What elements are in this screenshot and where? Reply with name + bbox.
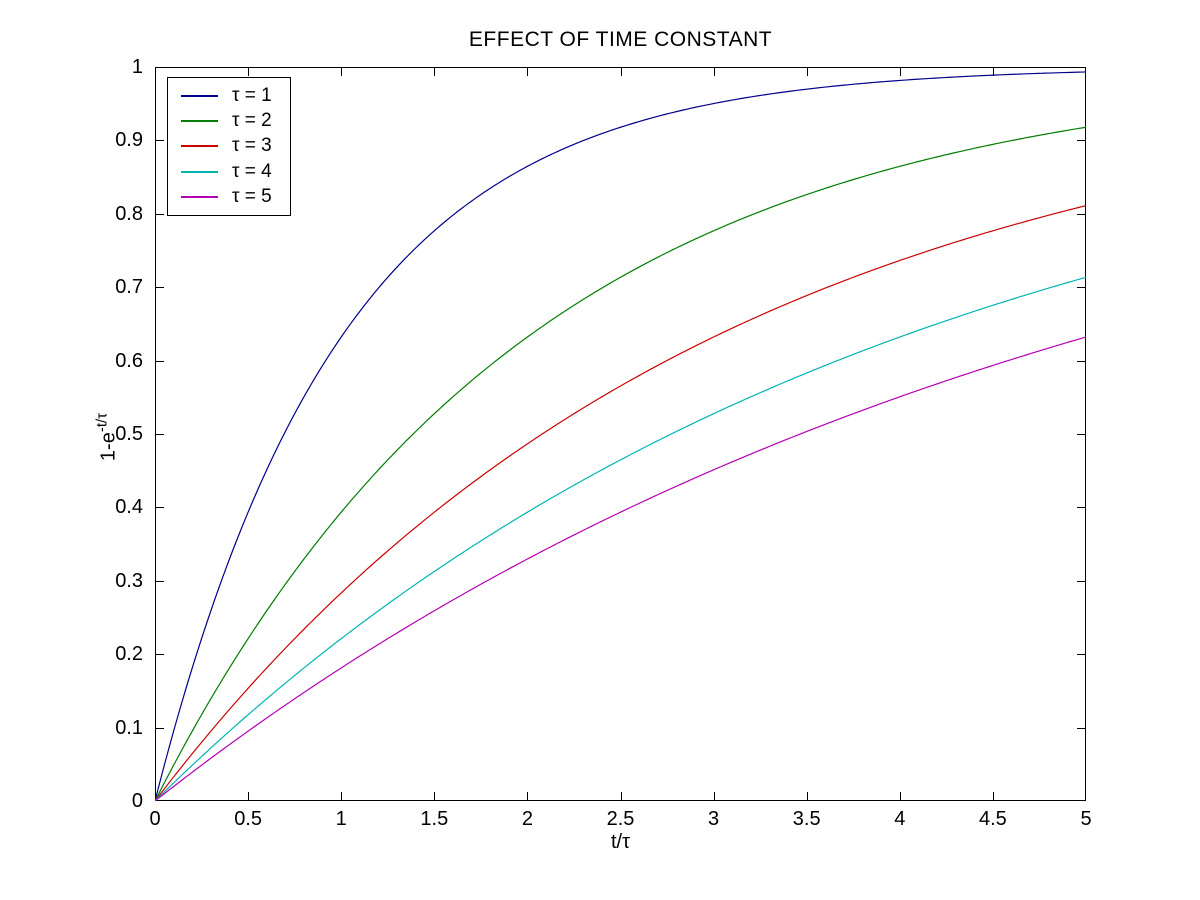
legend-line-sample — [181, 170, 218, 173]
legend-entry: τ = 1 — [168, 84, 290, 108]
curve-tau-2 — [155, 126, 1086, 801]
x-tick-label: 5 — [1080, 808, 1092, 830]
y-tick-label: 0.1 — [115, 716, 143, 739]
legend-entry-label: τ = 3 — [232, 135, 272, 157]
y-tick-label: 0.5 — [115, 423, 143, 445]
x-tick-label: 2 — [521, 808, 533, 830]
curve-tau-3 — [155, 205, 1086, 801]
x-tick-label: 4.5 — [978, 808, 1007, 830]
legend-entry-label: τ = 5 — [232, 186, 272, 208]
curve-tau-1 — [155, 71, 1086, 801]
x-tick-label: 1.5 — [420, 808, 449, 830]
y-axis-label-superscript: -t/τ — [93, 412, 111, 433]
legend-entry: τ = 2 — [168, 109, 290, 133]
y-tick-label: 0.2 — [115, 643, 143, 666]
legend-line-sample — [181, 120, 218, 123]
y-axis-label-base: 1-e — [97, 432, 120, 462]
plot-area — [155, 67, 1086, 801]
y-tick-label: 1 — [131, 56, 143, 78]
x-tick-label: 0 — [149, 808, 161, 830]
x-tick-label: 3 — [708, 808, 720, 830]
y-tick-label: 0.3 — [115, 569, 143, 592]
y-tick-label: 0.9 — [115, 129, 143, 152]
y-tick-label: 0.8 — [115, 202, 143, 225]
axes-box — [155, 67, 1086, 801]
y-tick-label: 0.4 — [115, 496, 143, 519]
legend-line-sample — [181, 145, 218, 148]
x-tick-label: 4 — [894, 808, 906, 830]
y-tick-label: 0.6 — [115, 349, 143, 372]
legend-line-sample — [181, 196, 218, 199]
x-tick-label: 2.5 — [606, 808, 635, 830]
y-tick-label: 0.7 — [115, 276, 143, 299]
x-tick-label: 0.5 — [234, 808, 262, 830]
x-tick-label: 3.5 — [792, 808, 821, 830]
x-tick-label: 1 — [335, 808, 347, 830]
legend-entry: τ = 4 — [168, 160, 290, 184]
legend-entry: τ = 5 — [168, 185, 290, 209]
legend-entry-label: τ = 1 — [232, 84, 272, 106]
y-axis-label: 1-e-t/τ — [94, 413, 121, 461]
y-tick-label: 0 — [131, 790, 143, 812]
legend-line-sample — [181, 94, 218, 97]
chart-title: EFFECT OF TIME CONSTANT — [468, 28, 773, 51]
x-axis-label: t/τ — [610, 831, 630, 853]
curve-tau-5 — [155, 336, 1086, 801]
curve-tau-4 — [155, 276, 1086, 801]
legend-entry: τ = 3 — [168, 134, 290, 158]
legend-entry-label: τ = 2 — [232, 110, 272, 132]
legend-entry-label: τ = 4 — [232, 160, 272, 182]
legend: τ = 1 τ = 2 τ = 3 τ = 4 τ = 5 — [167, 77, 291, 216]
